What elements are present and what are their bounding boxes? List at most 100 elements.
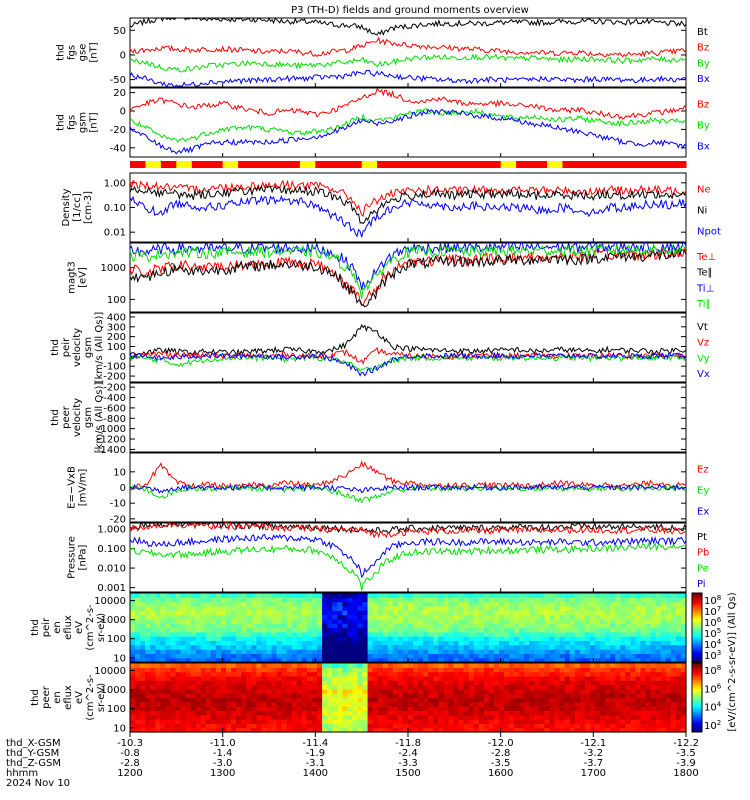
spectrogram-cell: [463, 649, 470, 654]
spectrogram-cell: [296, 614, 303, 620]
spectrogram-cell: [468, 657, 475, 663]
spectrogram-cell: [514, 593, 520, 598]
spectrogram-cell: [458, 649, 465, 654]
spectrogram-cell: [200, 610, 207, 616]
spectrogram-cell: [281, 688, 288, 694]
spectrogram-cell: [200, 593, 207, 598]
spectrogram-cell: [317, 597, 323, 603]
spectrogram-cell: [301, 697, 308, 703]
spectrogram-cell: [448, 618, 455, 624]
spectrogram-cell: [175, 640, 182, 646]
spectrogram-cell: [130, 693, 136, 699]
spectrogram-cell: [327, 706, 333, 711]
spectrogram-cell: [514, 693, 520, 699]
spectrogram-cell: [579, 667, 586, 673]
spectrogram-cell: [428, 597, 434, 603]
spectrogram-cell: [190, 597, 197, 603]
spectrogram-cell: [165, 627, 172, 633]
y-axis-label: sr-eV): [96, 683, 107, 712]
spectrogram-cell: [625, 697, 631, 703]
spectrogram-cell: [443, 627, 450, 633]
spectrogram-cell: [165, 714, 172, 720]
spectrogram-cell: [579, 605, 586, 611]
spectrogram-cell: [509, 605, 515, 611]
spectrogram-cell: [499, 693, 505, 699]
spectrogram-cell: [322, 601, 328, 607]
spectrogram-cell: [175, 623, 182, 629]
spectrogram-cell: [140, 605, 146, 611]
spectrogram-cell: [615, 684, 621, 690]
spectrogram-cell: [327, 601, 333, 607]
spectrogram-cell: [221, 623, 227, 629]
spectrogram-cell: [458, 693, 465, 699]
spectrogram-cell: [605, 644, 611, 650]
spectrogram-cell: [529, 667, 535, 673]
spectrogram-cell: [640, 680, 647, 686]
spectrogram-cell: [595, 706, 601, 711]
spectrogram-cell: [418, 710, 424, 716]
spectrogram-cell: [549, 597, 556, 603]
spectrogram-cell: [221, 614, 227, 620]
spectrogram-cell: [301, 727, 308, 733]
spectrogram-cell: [357, 710, 364, 716]
spectrogram-cell: [317, 727, 323, 733]
spectrogram-cell: [226, 631, 232, 637]
spectrogram-cell: [529, 644, 535, 650]
spectrogram-cell: [200, 675, 207, 681]
spectrogram-cell: [215, 657, 222, 663]
spectrogram-cell: [448, 719, 455, 724]
spectrogram-cell: [524, 719, 530, 724]
spectrogram-cell: [625, 719, 631, 724]
spectrogram-cell: [397, 675, 404, 681]
y-tick-label: 0.01: [104, 228, 126, 239]
spectrogram-cell: [210, 593, 217, 598]
spectrogram-cell: [620, 710, 626, 716]
spectrogram-cell: [210, 688, 217, 694]
spectrogram-cell: [413, 714, 419, 720]
spectrogram-cell: [549, 706, 556, 711]
spectrogram-cell: [564, 623, 571, 629]
spectrogram-cell: [544, 684, 551, 690]
spectrogram-cell: [236, 610, 242, 616]
spectrogram-cell: [387, 706, 394, 711]
spectrogram-cell: [554, 593, 561, 598]
spectrogram-cell: [640, 614, 647, 620]
spectrogram-cell: [175, 593, 182, 598]
spectrogram-cell: [205, 693, 212, 699]
spectrogram-cell: [362, 671, 369, 677]
spectrogram-cell: [579, 697, 586, 703]
spectrogram-cell: [605, 597, 611, 603]
spectrogram-cell: [145, 727, 151, 733]
spectrogram-cell: [175, 597, 182, 603]
spectrogram-cell: [433, 675, 439, 681]
spectrogram-cell: [160, 723, 166, 729]
spectrogram-cell: [221, 644, 227, 650]
spectrogram-cell: [155, 601, 161, 607]
spectrogram-cell: [559, 627, 566, 633]
spectrogram-cell: [372, 680, 379, 686]
spectrogram-cell: [221, 667, 227, 673]
spectrogram-cell: [408, 671, 414, 677]
spectrogram-cell: [650, 605, 657, 611]
spectrogram-cell: [574, 605, 581, 611]
spectrogram-cell: [342, 663, 348, 668]
spectrogram-cell: [215, 697, 222, 703]
spectrogram-cell: [377, 597, 384, 603]
spectrogram-cell: [554, 675, 561, 681]
y-axis-label: (cm^2-s-: [85, 674, 96, 721]
spectrogram-cell: [286, 688, 293, 694]
spectrogram-cell: [453, 605, 460, 611]
spectrogram-cell: [160, 667, 166, 673]
spectrogram-cell: [392, 657, 399, 663]
spectrogram-cell: [448, 649, 455, 654]
spectrogram-cell: [266, 680, 273, 686]
y-tick-label: 300: [107, 322, 126, 333]
spectrogram-cell: [377, 593, 384, 598]
spectrogram-cell: [332, 723, 338, 729]
spectrogram-cell: [236, 657, 242, 663]
spectrogram-cell: [327, 649, 333, 654]
spectrogram-cell: [342, 593, 348, 598]
spectrogram-cell: [509, 636, 515, 641]
spectrogram-cell: [332, 675, 338, 681]
y-tick-label: 10: [113, 723, 126, 734]
